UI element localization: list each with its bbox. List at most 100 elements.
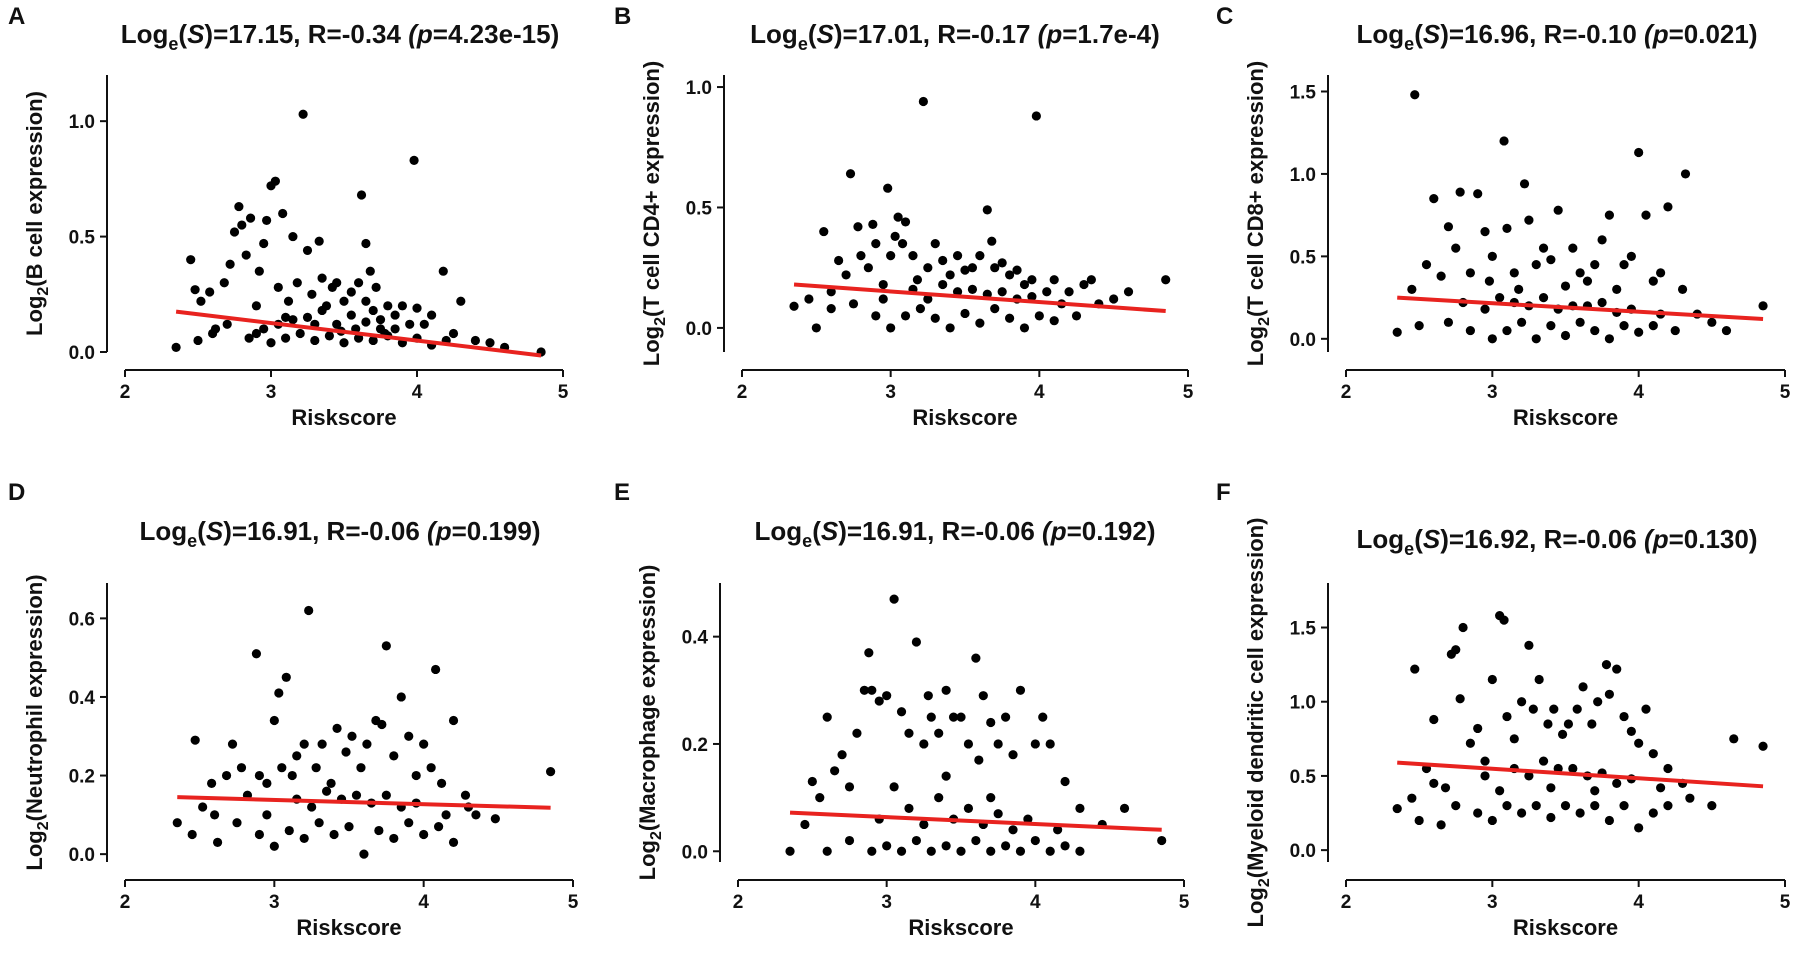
data-point <box>1597 235 1607 245</box>
data-point <box>448 837 459 847</box>
data-point <box>1038 712 1048 722</box>
data-point <box>1157 835 1167 846</box>
data-point <box>1612 284 1622 294</box>
data-point <box>311 763 321 773</box>
data-point <box>281 672 291 682</box>
data-point <box>893 212 903 222</box>
data-point <box>1626 726 1636 737</box>
data-point <box>811 323 821 333</box>
data-point <box>193 335 203 346</box>
data-point <box>251 301 261 311</box>
data-point <box>288 315 298 325</box>
x-axis-label: Riskscore <box>296 915 401 940</box>
data-point <box>254 770 264 781</box>
data-point <box>990 263 1000 273</box>
data-point <box>911 835 922 846</box>
data-point <box>1641 704 1651 714</box>
data-point <box>1161 275 1171 285</box>
y-tick-label: 0.2 <box>682 735 708 756</box>
data-point <box>244 333 254 343</box>
data-point <box>375 315 386 325</box>
data-point <box>299 833 309 844</box>
data-point <box>438 266 448 276</box>
data-point <box>1549 704 1559 714</box>
data-point <box>427 310 437 320</box>
data-point <box>878 294 888 304</box>
data-point <box>856 251 866 261</box>
y-tick-label: 0.0 <box>682 842 708 863</box>
data-point <box>830 766 840 776</box>
data-point <box>1451 243 1461 253</box>
data-point <box>900 217 911 227</box>
data-point <box>396 692 406 702</box>
panel-A: A Loge(S)=17.15, R=-0.34 (p=4.23e-15) 0.0 0… <box>8 3 569 430</box>
data-point <box>886 251 896 261</box>
data-point <box>288 231 298 242</box>
data-point <box>1451 645 1461 655</box>
data-point <box>1027 275 1037 285</box>
data-point <box>310 335 320 346</box>
data-point <box>982 205 992 215</box>
data-point <box>171 342 181 352</box>
panel-B: B Loge(S)=17.01, R=-0.17 (p=1.7e-4) 0.0 0.5… <box>614 3 1194 430</box>
data-point <box>381 790 391 800</box>
data-point <box>322 786 332 796</box>
data-point <box>915 304 926 314</box>
data-point <box>1119 803 1130 813</box>
y-axis-label: Log2(Macrophage expression) <box>635 565 665 881</box>
data-point <box>1590 260 1600 270</box>
data-point <box>190 735 200 745</box>
x-axis-label: Riskscore <box>908 915 1013 940</box>
data-point <box>863 263 873 273</box>
data-point <box>908 251 918 261</box>
data-point <box>900 311 911 321</box>
data-point <box>819 226 829 237</box>
data-point <box>245 213 256 223</box>
x-tick-label: 5 <box>1179 892 1190 913</box>
data-point <box>1601 660 1612 670</box>
data-point <box>1075 846 1085 856</box>
data-point <box>298 109 308 119</box>
x-tick-label: 2 <box>120 382 131 403</box>
panel-letter: D <box>8 479 25 506</box>
y-tick-label: 1.5 <box>1290 619 1317 640</box>
data-point <box>904 803 914 813</box>
data-point <box>1071 311 1082 321</box>
data-point <box>1524 215 1534 225</box>
data-point <box>1634 327 1644 337</box>
panel-D: D Loge(S)=16.91, R=-0.06 (p=0.199) 0.0 0.2 0… <box>8 479 579 940</box>
data-point <box>1049 275 1059 285</box>
panel-title: Loge(S)=16.92, R=-0.06 (p=0.130) <box>1357 524 1758 559</box>
data-point <box>404 731 414 741</box>
data-point <box>1604 815 1614 826</box>
data-point <box>1030 835 1040 846</box>
data-point <box>1663 202 1673 212</box>
x-tick-label: 4 <box>418 892 429 913</box>
data-point <box>1502 223 1512 233</box>
x-tick-label: 4 <box>1030 892 1041 913</box>
y-tick-label: 0.0 <box>1290 330 1316 351</box>
data-point <box>346 287 356 297</box>
data-point <box>1758 301 1768 311</box>
data-point <box>1546 812 1556 823</box>
data-point <box>368 335 378 346</box>
data-point <box>997 287 1007 297</box>
data-point <box>923 263 933 273</box>
panel-letter: F <box>1216 479 1231 506</box>
data-point <box>971 653 981 663</box>
data-point <box>1721 325 1732 336</box>
data-point <box>236 763 247 773</box>
data-point <box>1534 674 1544 685</box>
data-point <box>1086 275 1096 285</box>
data-point <box>800 819 810 830</box>
data-point <box>1528 704 1538 714</box>
data-point <box>967 284 978 294</box>
data-point <box>269 715 279 726</box>
data-point <box>241 250 251 260</box>
data-point <box>317 305 327 316</box>
data-point <box>923 691 933 701</box>
data-point <box>448 328 459 339</box>
data-point <box>990 304 1000 314</box>
y-tick-label: 1.0 <box>1290 165 1316 186</box>
data-point <box>1648 321 1658 331</box>
